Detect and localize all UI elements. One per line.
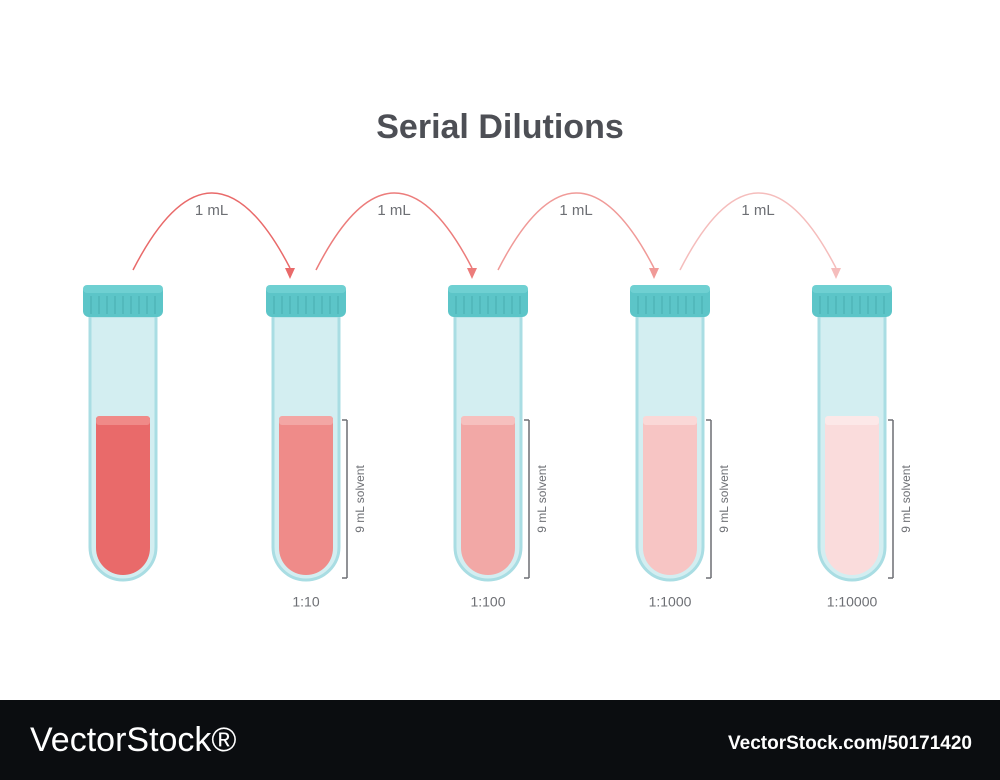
cap-rim [266,285,346,293]
tubes-group: 1 mL 1 mL 1 mL 1 mL 9 mL solvent 1:10 9 mL sol… [83,192,913,610]
footer-id: VectorStock.com/50171420 [728,733,972,754]
cap-rim [812,285,892,293]
liquid-surface [96,416,150,425]
solvent-label: 9 mL solvent [353,465,367,533]
solvent-label: 9 mL solvent [717,465,731,533]
transfer-arrow [497,192,655,271]
ratio-label: 1:10 [292,594,319,610]
title: Serial Dilutions [376,108,624,146]
transfer-arrow [132,192,291,271]
ratio-label: 1:100 [470,594,505,610]
liquid-surface [643,416,697,425]
tube-liquid [279,418,333,575]
arrow-head [467,268,477,279]
ratio-label: 1:10000 [827,594,878,610]
arrow-head [831,268,841,279]
cap-rim [630,285,710,293]
footer-brand: VectorStock® [30,721,236,759]
tube-liquid [825,418,879,575]
tube-liquid [96,418,150,575]
transfer-label: 1 mL [195,202,228,219]
transfer-label: 1 mL [741,202,774,219]
transfer-label: 1 mL [559,202,592,219]
solvent-label: 9 mL solvent [899,465,913,533]
arrow-head [285,268,295,279]
transfer-arrow [315,192,473,271]
liquid-surface [279,416,333,425]
liquid-surface [461,416,515,425]
liquid-surface [825,416,879,425]
cap-rim [83,285,163,293]
cap-rim [448,285,528,293]
tube-liquid [461,418,515,575]
arrow-head [649,268,659,279]
ratio-label: 1:1000 [649,594,692,610]
transfer-arrow [679,192,837,271]
transfer-label: 1 mL [377,202,410,219]
solvent-label: 9 mL solvent [535,465,549,533]
footer-band [0,700,1000,780]
tube-liquid [643,418,697,575]
